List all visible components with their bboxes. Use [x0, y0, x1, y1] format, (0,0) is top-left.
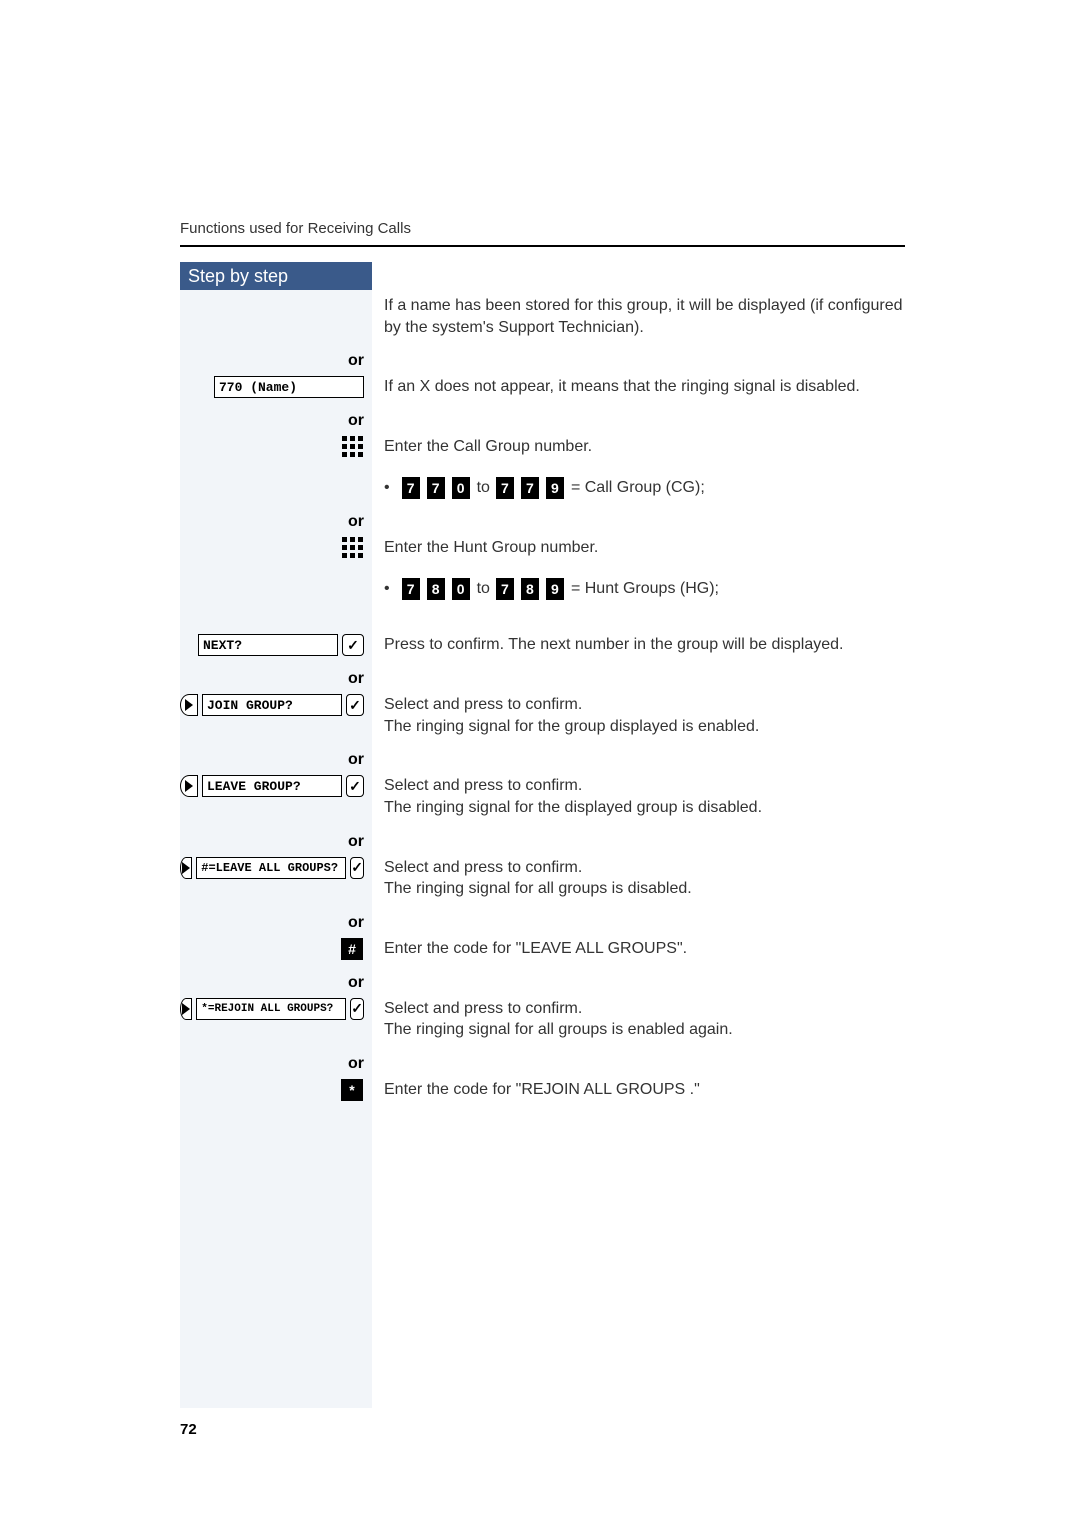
keypad-icon [342, 436, 364, 458]
to-word: to [477, 578, 490, 600]
enter-call-group-text: Enter the Call Group number. [372, 436, 905, 463]
key-9: 9 [546, 578, 564, 600]
menu-arrow-icon [180, 857, 192, 879]
key-7: 7 [402, 477, 420, 499]
key-7: 7 [521, 477, 539, 499]
confirm-icon [350, 857, 364, 879]
page-number: 72 [180, 1421, 197, 1438]
leave-all-text-1: Select and press to confirm. [384, 857, 905, 879]
page-header: Functions used for Receiving Calls [180, 220, 905, 247]
call-group-range: 770 to 779 = Call Group (CG); [384, 477, 905, 499]
key-7: 7 [402, 578, 420, 600]
key-7: 7 [496, 578, 514, 600]
no-x-text: If an X does not appear, it means that t… [372, 376, 905, 398]
cg-label: = Call Group (CG); [571, 477, 705, 499]
keypad-icon [342, 537, 364, 559]
leave-all-text-2: The ringing signal for all groups is dis… [384, 878, 905, 900]
star-key: * [341, 1079, 363, 1101]
key-7: 7 [496, 477, 514, 499]
menu-arrow-icon [180, 694, 198, 716]
to-word: to [477, 477, 490, 499]
confirm-icon [342, 634, 364, 656]
display-leave-group: LEAVE GROUP? [202, 775, 342, 797]
or-separator: or [348, 412, 364, 429]
hash-key: # [341, 938, 363, 960]
or-separator: or [348, 914, 364, 931]
join-text-1: Select and press to confirm. [384, 694, 905, 716]
confirm-icon [346, 775, 364, 797]
key-9: 9 [546, 477, 564, 499]
hunt-group-range: 780 to 789 = Hunt Groups (HG); [384, 578, 905, 600]
confirm-icon [346, 694, 364, 716]
or-separator: or [348, 513, 364, 530]
leave-text-1: Select and press to confirm. [384, 775, 905, 797]
key-0: 0 [452, 578, 470, 600]
display-join-group: JOIN GROUP? [202, 694, 342, 716]
key-7: 7 [427, 477, 445, 499]
or-separator: or [348, 751, 364, 768]
or-separator: or [348, 974, 364, 991]
or-separator: or [348, 833, 364, 850]
rejoin-code-text: Enter the code for "REJOIN ALL GROUPS ." [372, 1079, 905, 1101]
or-separator: or [348, 670, 364, 687]
menu-arrow-icon [180, 998, 192, 1020]
main-content: If a name has been stored for this group… [180, 295, 905, 1105]
join-text-2: The ringing signal for the group display… [384, 716, 905, 738]
intro-text: If a name has been stored for this group… [372, 295, 905, 338]
hg-label: = Hunt Groups (HG); [571, 578, 719, 600]
display-next: NEXT? [198, 634, 338, 656]
or-separator: or [348, 1055, 364, 1072]
leave-all-code-text: Enter the code for "LEAVE ALL GROUPS". [372, 938, 905, 960]
next-text: Press to confirm. The next number in the… [372, 634, 905, 656]
rejoin-text-2: The ringing signal for all groups is ena… [384, 1019, 905, 1041]
key-8: 8 [521, 578, 539, 600]
leave-text-2: The ringing signal for the displayed gro… [384, 797, 905, 819]
key-0: 0 [452, 477, 470, 499]
display-770-name: 770 (Name) [214, 376, 364, 398]
display-rejoin-all: *=REJOIN ALL GROUPS? [196, 998, 346, 1020]
display-leave-all: #=LEAVE ALL GROUPS? [196, 857, 346, 879]
enter-hunt-group-text: Enter the Hunt Group number. [372, 537, 905, 564]
menu-arrow-icon [180, 775, 198, 797]
confirm-icon [350, 998, 364, 1020]
or-separator: or [348, 352, 364, 369]
rejoin-text-1: Select and press to confirm. [384, 998, 905, 1020]
key-8: 8 [427, 578, 445, 600]
step-by-step-header: Step by step [180, 262, 372, 291]
